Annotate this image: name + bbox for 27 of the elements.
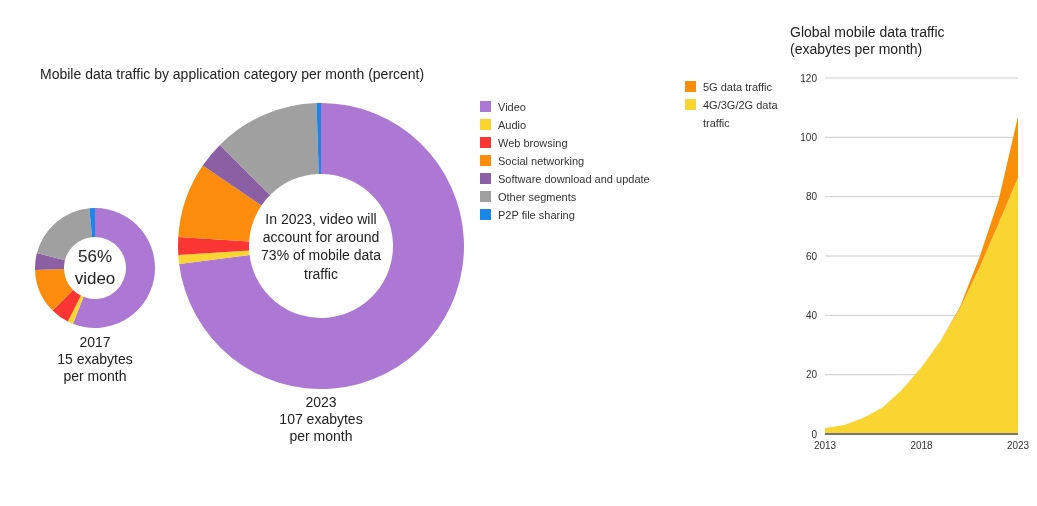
x-tick-label: 2013	[813, 440, 837, 452]
legend-label: Social networking	[498, 154, 585, 169]
legend-label: 5G data traffic	[703, 80, 772, 95]
legend-label: Software download and update	[498, 172, 650, 187]
y-tick-label: 100	[800, 131, 818, 143]
legend-label: Other segments	[498, 190, 577, 205]
legend-label: Audio	[498, 118, 527, 133]
x-tick-label: 2018	[910, 440, 934, 452]
text: In 2023, video will account for around 73% of mobile data traffic	[260, 209, 382, 283]
chart-title: Mobile data traffic by application category per month (percent)	[40, 66, 425, 82]
legend-label: Web browsing	[498, 136, 568, 151]
slice-label: 2017	[78, 334, 112, 351]
x-tick-label: 2023	[1006, 440, 1030, 452]
y-tick-label: 40	[805, 309, 818, 321]
y-tick-label: 0	[811, 428, 818, 440]
text: 56% video	[73, 245, 117, 290]
y-tick-label: 120	[800, 72, 818, 84]
legend-label: P2P file sharing	[498, 208, 575, 223]
chart-title: Global mobile data traffic (exabytes per month)	[790, 24, 946, 58]
text: 15 exabytes per month	[56, 350, 134, 385]
text: 107 exabytes per month	[278, 410, 364, 445]
y-tick-label: 80	[805, 191, 818, 203]
legend-label: 4G/3G/2G data traffic	[703, 98, 779, 131]
y-tick-label: 60	[805, 250, 818, 262]
y-tick-label: 20	[805, 369, 818, 381]
legend-label: Video	[498, 100, 526, 115]
slice-label: 2023	[304, 394, 338, 411]
